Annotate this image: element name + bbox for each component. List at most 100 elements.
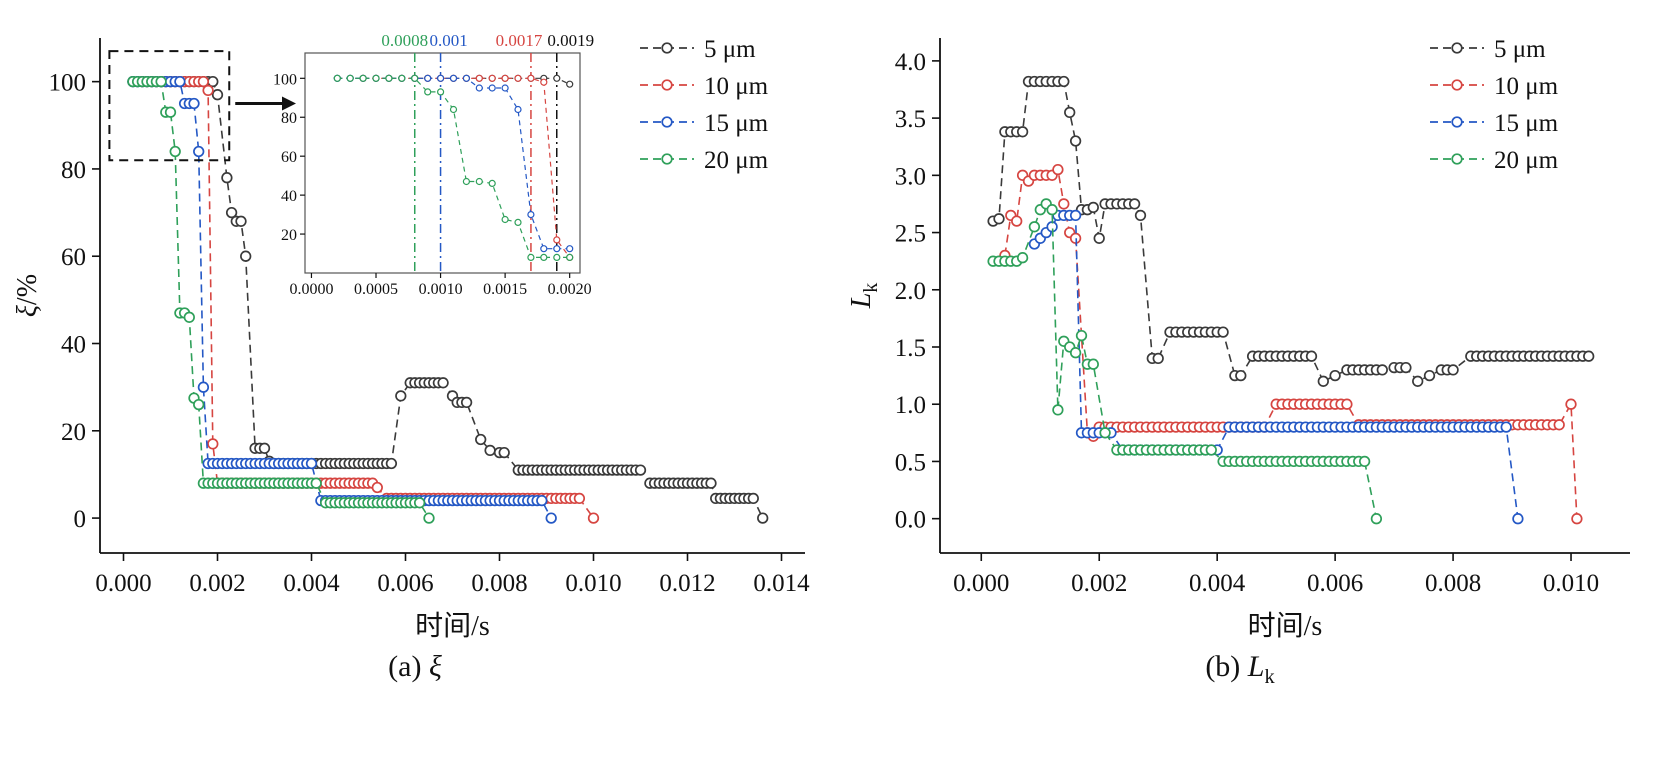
legend-item-20-μm: 20 μm: [640, 147, 769, 174]
y-tick-label: 0.5: [895, 449, 926, 476]
data-point: [169, 145, 181, 158]
inset-data-point: [462, 74, 470, 82]
data-point: [385, 457, 398, 470]
data-point: [634, 464, 647, 476]
inset-data-point: [553, 253, 561, 261]
data-point: [1134, 209, 1147, 222]
y-tick-label: 60: [61, 244, 86, 271]
axes: 0.000 0.002 0.004 0.006 0.008 0.010 0.0 0.5 1.0 1…: [846, 38, 1630, 642]
data-point: [225, 206, 238, 219]
data-point: [1128, 198, 1141, 210]
data-point: [573, 492, 586, 505]
data-point: [993, 213, 1005, 225]
y-tick-label: 40: [61, 332, 86, 359]
inset-vline-label: 0.001: [429, 31, 467, 50]
inset-data-point: [501, 84, 509, 92]
legend-item-10-μm: 10 μm: [640, 73, 769, 100]
data-point: [1423, 369, 1436, 382]
x-tick-label: 0.008: [471, 570, 527, 597]
legend-marker: [661, 42, 673, 54]
legend-label: 20 μm: [704, 147, 769, 174]
legend-item-15-μm: 15 μm: [1430, 110, 1559, 137]
y-tick-label: 3.0: [895, 163, 926, 190]
data-point: [1011, 215, 1023, 227]
inset-data-point: [475, 84, 483, 92]
inset-data-point: [527, 74, 535, 82]
y-tick-label: 1.0: [895, 392, 926, 419]
figure: 0.000 0.002 0.004 0.006 0.008 0.010 0.012 0.014…: [12, 8, 1650, 689]
series-20-μm: [127, 75, 435, 524]
data-point: [193, 145, 205, 158]
data-point: [183, 311, 195, 323]
inset-data-point: [385, 74, 393, 82]
inset-data-point: [449, 74, 458, 82]
legend-label: 20 μm: [1494, 147, 1559, 174]
inset-y-tick-label: 40: [281, 188, 297, 205]
inset-data-point: [372, 74, 380, 82]
data-point: [498, 446, 510, 459]
inset-data-point: [527, 253, 535, 261]
legend-item-15-μm: 15 μm: [640, 110, 769, 137]
data-point: [221, 172, 233, 184]
data-point: [1016, 126, 1029, 138]
data-point: [1093, 232, 1105, 244]
y-tick-label: 0: [74, 506, 87, 533]
series-10-μm: [999, 163, 1583, 525]
inset-x-tick-label: 0.0000: [289, 281, 333, 298]
x-tick-label: 0.004: [283, 570, 340, 597]
caption-text: (b): [1205, 650, 1248, 683]
inset-data-point: [424, 88, 432, 96]
data-point: [1069, 209, 1082, 222]
inset-y-tick-label: 100: [273, 71, 297, 88]
data-point: [207, 438, 219, 450]
data-point: [1099, 427, 1111, 439]
chart-a: 0.000 0.002 0.004 0.006 0.008 0.010 0.012 0.014…: [12, 31, 810, 642]
caption-text: k: [1264, 666, 1275, 688]
data-point: [460, 396, 473, 409]
data-point: [197, 381, 210, 393]
data-point: [1016, 252, 1029, 264]
data-point: [475, 433, 487, 446]
inset-data-point: [475, 177, 483, 186]
caption-a: (a) ξ: [388, 650, 442, 684]
y-tick-label: 2.5: [895, 221, 926, 248]
x-tick-label: 0.006: [377, 570, 433, 597]
legend-label: 15 μm: [704, 110, 769, 137]
inset-data-point: [566, 253, 574, 261]
data-point: [1447, 364, 1459, 376]
inset-data-point: [333, 74, 341, 82]
y-tick-label: 80: [61, 157, 86, 184]
caption-text: (a): [388, 650, 429, 683]
data-point: [545, 512, 557, 524]
inset-data-point: [449, 105, 458, 114]
x-tick-label: 0.010: [565, 570, 621, 597]
legend-item-10-μm: 10 μm: [1430, 73, 1559, 100]
inset-data-point: [553, 236, 561, 244]
y-tick-label: 20: [61, 419, 86, 446]
legend-label: 10 μm: [1494, 73, 1559, 100]
y-axis-title: Lk: [846, 283, 882, 310]
panel-b: 0.000 0.002 0.004 0.006 0.008 0.010 0.0 0.5 1.0 1…: [830, 8, 1650, 689]
data-point: [202, 84, 214, 97]
data-point: [174, 75, 186, 88]
inset-data-point: [359, 74, 367, 82]
x-tick-label: 0.002: [189, 570, 245, 597]
inset-chart: 0.0008 0.001 0.0017 0.0019 0.0000 0.0005 0.001…: [273, 31, 594, 298]
data-point: [1087, 358, 1099, 370]
data-point: [437, 377, 449, 389]
inset-data-point: [475, 74, 483, 82]
y-tick-label: 4.0: [895, 49, 926, 76]
inset-data-point: [488, 74, 496, 82]
data-point: [1087, 201, 1099, 214]
data-point: [1512, 513, 1524, 525]
data-point: [1412, 375, 1424, 387]
data-point: [1341, 398, 1353, 410]
data-point: [484, 444, 496, 457]
x-tick-label: 0.002: [1071, 570, 1127, 597]
legend-marker: [661, 153, 673, 165]
legend-label: 5 μm: [704, 36, 756, 63]
data-point: [423, 512, 435, 524]
inset-frame: [304, 52, 581, 274]
inset-x-tick-label: 0.0020: [548, 281, 592, 298]
data-point: [240, 250, 252, 262]
